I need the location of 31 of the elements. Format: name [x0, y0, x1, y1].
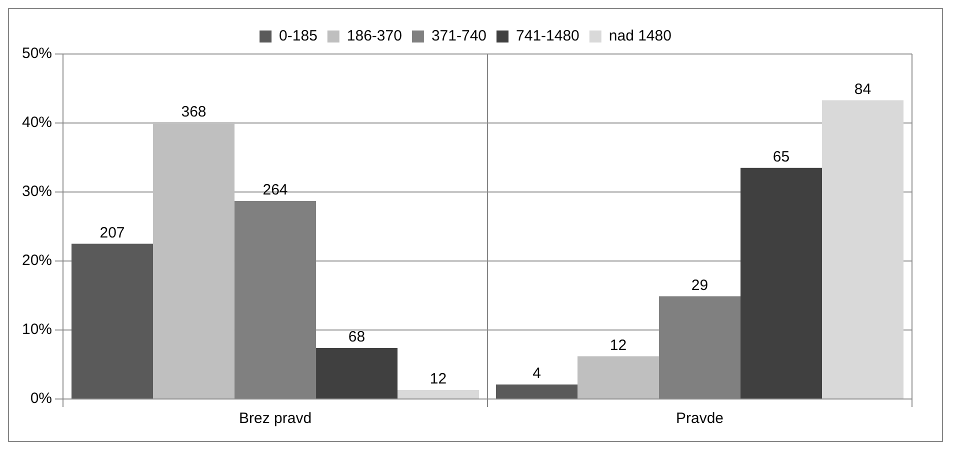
y-tick-label: 20%	[22, 252, 52, 270]
x-tick-label: Brez pravd	[238, 410, 312, 428]
annotation: 12	[430, 370, 447, 388]
annotation: 12	[610, 336, 627, 354]
legend-label: 186-370	[346, 28, 402, 45]
annotation: 207	[100, 224, 125, 242]
bar	[72, 244, 154, 398]
bar	[153, 123, 235, 398]
bar	[496, 384, 578, 398]
y-tick-label: 40%	[22, 114, 52, 132]
legend-label: 371-740	[431, 28, 487, 45]
y-tick-label: 50%	[22, 45, 52, 62]
legend-label: 741-1480	[516, 28, 580, 45]
y-tick-label: 10%	[22, 321, 52, 338]
annotation: 4	[532, 365, 541, 382]
y-tick-label: 30%	[22, 183, 52, 200]
y-tick-label: 0%	[30, 390, 52, 408]
bar	[316, 348, 398, 398]
bar	[398, 390, 480, 398]
legend-label: nad 1480	[608, 28, 672, 45]
bar	[578, 356, 660, 398]
annotation: 368	[181, 104, 206, 121]
annotation: 84	[854, 80, 872, 98]
annotation: 68	[348, 328, 366, 346]
bar	[740, 168, 822, 398]
annotation: 65	[772, 148, 790, 166]
legend-label: 0-185	[279, 28, 318, 45]
x-tick-label: Pravde	[676, 410, 724, 428]
annotation: 264	[262, 182, 288, 199]
annotation: 29	[691, 276, 708, 294]
bar	[822, 100, 904, 398]
